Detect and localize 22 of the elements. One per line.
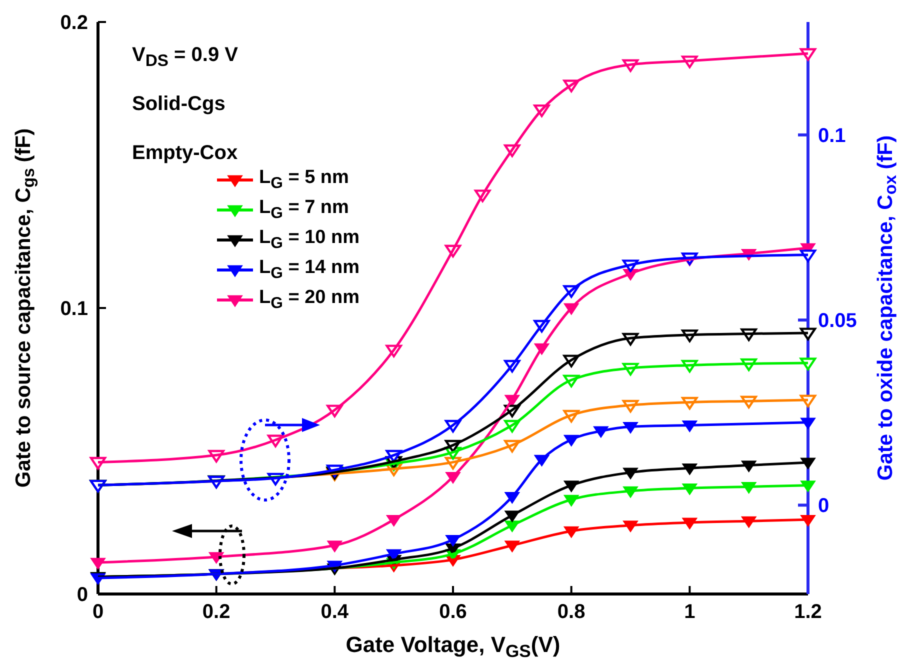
x-tick-label: 0.2 xyxy=(202,601,230,624)
y2-tick-label: 0.05 xyxy=(818,310,857,332)
x-tick-label: 1 xyxy=(684,601,696,624)
x-tick-label: 0.8 xyxy=(557,601,586,624)
legend-label: L$_{G}$ = 20 nm xyxy=(259,287,360,312)
x-tick-label: 1.2 xyxy=(794,601,822,624)
annotation: Solid-Cgs xyxy=(132,93,226,115)
x-tick-label: 0.6 xyxy=(439,601,467,624)
y2-tick-label: 0.1 xyxy=(818,125,846,148)
y-tick-label: 0 xyxy=(76,584,88,606)
legend-label: L$_{G}$ = 7 nm xyxy=(259,197,349,222)
legend-label: L$_{G}$ = 10 nm xyxy=(259,227,360,252)
y2-tick-label: 0 xyxy=(818,495,830,518)
legend-label: L$_{G}$ = 14 nm xyxy=(259,257,360,282)
y-tick-label: 0.2 xyxy=(60,12,88,34)
x-axis-title: Gate Voltage, V$_{GS}$(V) xyxy=(346,632,560,660)
annotation: Empty-Cox xyxy=(132,142,238,164)
annotation: V$_{DS}$ = 0.9 V xyxy=(132,44,238,70)
x-tick-label: 0 xyxy=(92,601,104,624)
legend-label: L$_{G}$ = 5 nm xyxy=(259,167,349,192)
y-tick-label: 0.1 xyxy=(60,298,88,320)
x-tick-label: 0.4 xyxy=(320,601,350,624)
